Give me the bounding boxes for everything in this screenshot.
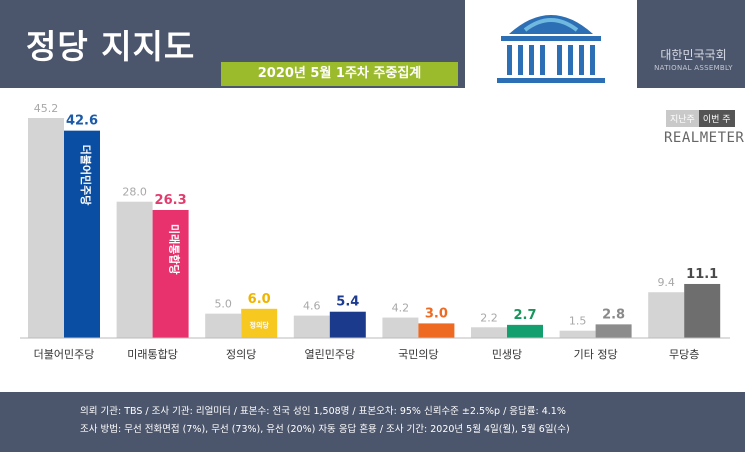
category-label: 민생당	[492, 348, 522, 361]
bar-previous-week	[382, 317, 419, 338]
bar-current-week	[329, 311, 366, 338]
bar-previous-week	[205, 313, 242, 338]
category-label: 열린민주당	[304, 348, 355, 361]
bar-current-week	[64, 130, 100, 338]
bar-previous-week	[293, 315, 330, 338]
value-label-current: 42.6	[66, 114, 98, 129]
legend-current-week: 이번 주	[698, 110, 735, 127]
bar-party-logo-text: 더불어민주당	[79, 145, 93, 206]
bar-party-logo-text: 미래통합당	[168, 224, 182, 275]
value-label-previous: 9.4	[657, 276, 675, 289]
value-label-current: 5.4	[336, 295, 359, 310]
bar-previous-week	[116, 201, 153, 338]
value-label-current: 3.0	[425, 306, 448, 321]
bar-current-week	[152, 209, 189, 338]
value-label-current: 26.3	[155, 193, 187, 208]
survey-week-badge: 2020년 5월 1주차 주중집계	[221, 62, 458, 86]
assembly-name-korean: 대한민국국회	[660, 48, 727, 62]
category-label: 무당층	[669, 348, 699, 361]
page-title: 정당 지지도	[26, 27, 196, 66]
value-label-previous: 28.0	[122, 186, 147, 199]
bar-previous-week	[648, 292, 685, 338]
category-label: 정의당	[226, 348, 256, 361]
national-assembly-logo	[497, 15, 605, 83]
value-label-previous: 2.2	[480, 311, 498, 324]
survey-info-line-2: 조사 방법: 무선 전화면접 (7%), 무선 (73%), 유선 (20%) …	[80, 424, 570, 435]
category-label: 미래통합당	[127, 348, 178, 361]
realmeter-brand: REALMETER	[664, 130, 745, 146]
value-label-current: 6.0	[248, 292, 271, 307]
bar-current-week	[595, 324, 632, 338]
bar-current-week	[241, 308, 278, 338]
assembly-panel: 대한민국국회 NATIONAL ASSEMBLY	[642, 0, 745, 88]
value-label-current: 11.1	[686, 267, 718, 282]
footer-accent	[0, 392, 60, 452]
category-label: 기타 정당	[574, 348, 618, 361]
value-label-previous: 1.5	[569, 315, 587, 328]
value-label-previous: 4.6	[303, 300, 321, 313]
bar-previous-week	[471, 327, 507, 338]
bar-party-logo-text: 정의당	[250, 320, 270, 329]
assembly-name-english: NATIONAL ASSEMBLY	[654, 64, 733, 72]
value-label-previous: 45.2	[34, 102, 59, 115]
bar-previous-week	[559, 330, 596, 338]
bar-current-week	[507, 324, 543, 338]
bar-current-week	[418, 323, 455, 338]
category-label: 더불어민주당	[34, 348, 95, 361]
logo-panel	[465, 0, 637, 88]
value-label-current: 2.7	[513, 308, 536, 323]
value-label-previous: 5.0	[214, 298, 232, 311]
value-label-current: 2.8	[602, 307, 625, 322]
survey-info-footer	[60, 392, 745, 452]
legend-previous-week: 지난주	[666, 110, 699, 127]
category-label: 국민의당	[398, 348, 438, 361]
value-label-previous: 4.2	[392, 302, 410, 315]
bar-current-week	[684, 283, 721, 338]
chart-legend: 지난주 이번 주	[666, 110, 735, 127]
survey-info-line-1: 의뢰 기관: TBS / 조사 기관: 리얼미터 / 표본수: 전국 성인 1,…	[80, 406, 566, 417]
party-support-chart: 45.242.6더불어민주당더불어민주당28.026.3미래통합당미래통합당5.…	[20, 102, 730, 361]
bar-previous-week	[28, 118, 64, 338]
